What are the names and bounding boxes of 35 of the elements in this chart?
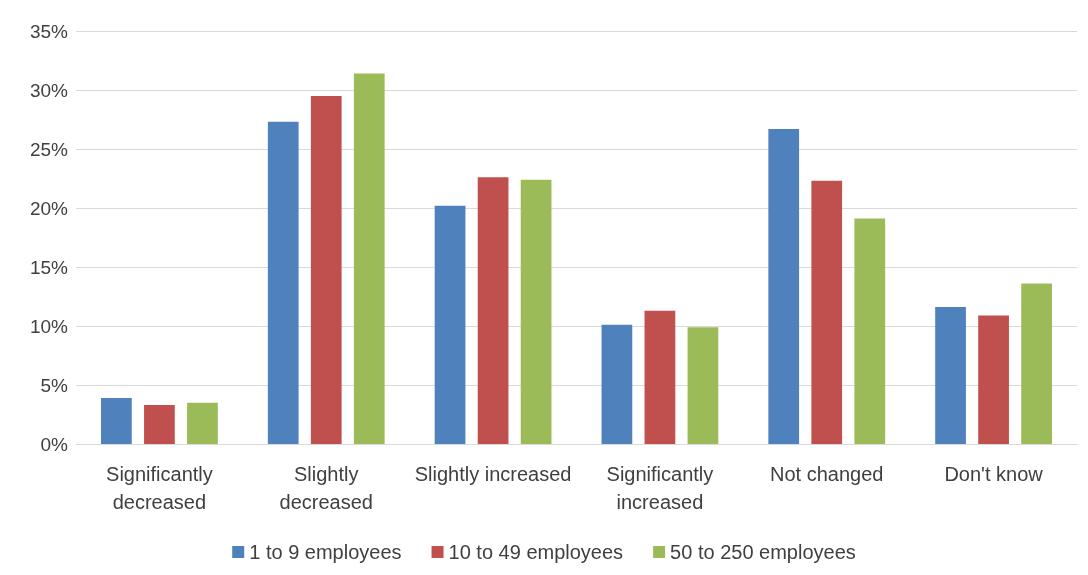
- y-tick-label: 20%: [29, 197, 69, 219]
- bar: [687, 327, 719, 444]
- legend-label: 1 to 9 employees: [249, 541, 402, 563]
- y-tick-label: 0%: [40, 433, 69, 455]
- y-tick-label: 35%: [29, 20, 69, 42]
- y-tick-label: 25%: [29, 138, 69, 160]
- bar: [187, 402, 218, 444]
- y-tick-label: 30%: [29, 79, 69, 101]
- bar: [353, 73, 385, 444]
- bar: [144, 405, 175, 444]
- x-tick-label: Not changed: [770, 463, 884, 485]
- bar: [520, 179, 552, 444]
- bar: [1021, 283, 1052, 444]
- bar: [601, 324, 633, 444]
- bar: [768, 128, 800, 444]
- bar: [267, 121, 299, 444]
- bar: [310, 95, 342, 444]
- x-tick-label: Slightly increased: [414, 463, 572, 485]
- x-tick-label: Significantly decreased: [106, 463, 213, 513]
- legend-label: 50 to 250 employees: [670, 541, 856, 563]
- x-tick-label: Don't know: [944, 463, 1044, 485]
- bar: [978, 315, 1009, 444]
- legend-label: 10 to 49 employees: [448, 541, 624, 563]
- y-tick-label: 15%: [29, 256, 69, 278]
- bar: [935, 307, 966, 444]
- bar: [854, 218, 886, 444]
- y-tick-label: 10%: [29, 315, 69, 337]
- x-tick-label: Significantly increased: [606, 463, 714, 513]
- bar: [477, 177, 509, 444]
- x-tick-label: Slightly decreased: [279, 463, 373, 513]
- bar: [644, 310, 676, 444]
- y-tick-label: 5%: [40, 374, 69, 396]
- bar: [434, 205, 466, 444]
- bar: [101, 397, 132, 444]
- bar: [811, 180, 843, 444]
